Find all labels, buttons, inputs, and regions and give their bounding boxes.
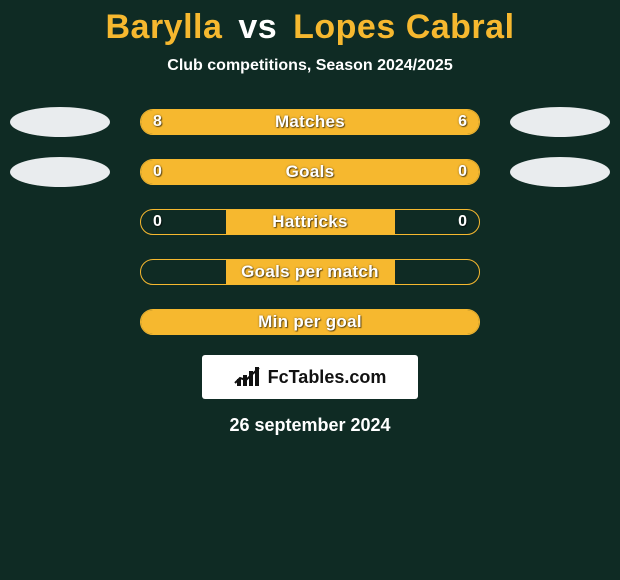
stat-label: Goals per match [141,262,479,282]
player-avatar-left [10,107,110,137]
title-vs: vs [238,8,277,46]
stat-label: Hattricks [141,212,479,232]
player-avatar-left [10,157,110,187]
stat-row: 00Hattricks [10,207,610,237]
subtitle: Club competitions, Season 2024/2025 [0,57,620,75]
stat-bar: 00Hattricks [140,209,480,235]
stat-row: 00Goals [10,157,610,187]
stat-row: 86Matches [10,107,610,137]
stat-row: Min per goal [10,307,610,337]
stat-rows: 86Matches 00Goals 00Hattricks Goals per mat… [10,107,610,337]
stat-label: Goals [141,162,479,182]
title-player2: Lopes Cabral [293,8,514,46]
stat-bar: Min per goal [140,309,480,335]
stat-bar: 86Matches [140,109,480,135]
stat-label: Min per goal [141,312,479,332]
brand-badge: FcTables.com [202,355,418,399]
brand-text: FcTables.com [268,367,387,388]
player-avatar-right [510,107,610,137]
brand-chart-icon [234,366,262,388]
date-label: 26 september 2024 [0,415,620,436]
player-avatar-right [510,157,610,187]
stat-label: Matches [141,112,479,132]
page-title: Barylla vs Lopes Cabral [0,0,620,47]
title-player1: Barylla [105,8,222,46]
stat-bar: 00Goals [140,159,480,185]
stat-row: Goals per match [10,257,610,287]
stat-bar: Goals per match [140,259,480,285]
